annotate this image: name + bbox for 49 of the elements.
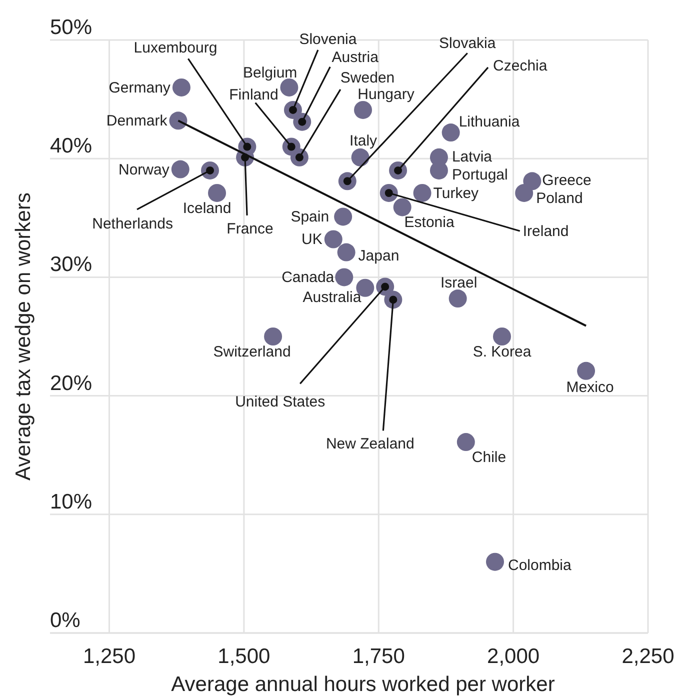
annotation: S. Korea [472,344,532,360]
annotation: Slovenia [299,30,358,48]
annotation: Denmark [106,112,168,130]
annotation: Sweden [340,69,395,86]
annotation: Hungary [358,86,415,103]
annotation: Lithuania [458,114,520,131]
annotation: United States [235,394,326,411]
annotation: Netherlands [92,215,174,232]
annotation: Ireland [522,222,569,240]
annotation: Germany [108,79,171,96]
annotation: Poland [536,190,583,207]
y-tick-label: 0% [50,609,80,632]
y-tick-label: 40% [50,134,92,158]
annotation: Australia [302,288,362,306]
y-tick-label: 30% [50,253,92,276]
y-tick-label: 50% [50,16,92,39]
annotation: France [226,220,274,238]
annotation: Austria [332,48,380,66]
annotation: Chile [472,449,506,466]
y-axis-title: Average tax wedge on workers [12,192,35,480]
annotation: Greece [542,172,592,190]
y-tick-label: 10% [50,490,92,514]
annotation: Japan [358,247,400,264]
y-tick-label: 20% [50,372,92,395]
x-axis-title: Average annual hours worked per worker [171,673,555,696]
annotation: Switzerland [213,344,291,360]
annotation: Canada [282,269,335,286]
annotation: Israel [440,274,478,292]
annotation: Spain [290,208,330,226]
x-tick-label: 1,250 [82,645,136,668]
annotation: Colombia [508,556,572,574]
annotation: Slovakia [439,35,496,52]
annotation: Norway [118,161,170,178]
x-tick-label: 1,500 [218,645,270,668]
annotation: Mexico [566,378,614,396]
annotation: Luxembourg [134,40,218,57]
x-tick-label: 2,250 [622,645,674,668]
annotation: Iceland [182,200,232,217]
annotation: Latvia [452,148,493,166]
x-tick-label: 1,750 [352,645,405,668]
annotation: UK [302,231,322,248]
annotation: Belgium [242,64,298,82]
annotation: Italy [350,132,378,150]
annotation: Portugal [452,166,508,184]
annotation: Estonia [404,214,455,232]
x-tick-label: 2,000 [487,645,540,668]
annotation: Czechia [493,57,548,74]
annotation: Turkey [433,184,480,202]
annotation: New Zealand [326,436,414,453]
